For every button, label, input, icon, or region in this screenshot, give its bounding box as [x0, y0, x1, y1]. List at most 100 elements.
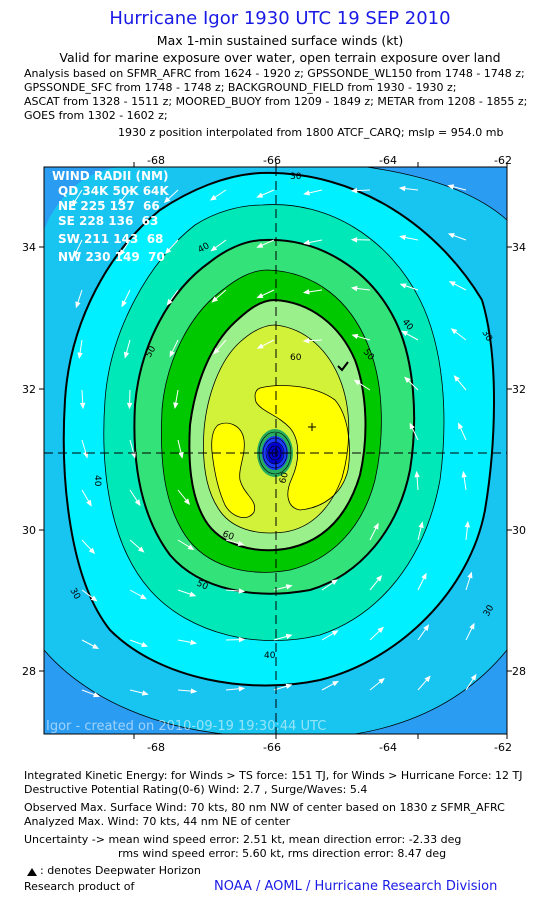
wind-arrow-head	[256, 192, 264, 198]
wind-arrow-head	[209, 194, 217, 201]
analysis-line-3: ASCAT from 1328 - 1511 z; MOORED_BUOY fr…	[24, 95, 528, 108]
lat-tick-left: 28	[22, 665, 36, 678]
wind-barb-icon	[337, 361, 349, 372]
wind-arrow-head	[93, 692, 101, 698]
credit-link[interactable]: NOAA / AOML / Hurricane Research Divisio…	[214, 879, 498, 894]
wind-radii-header: QD 34K 50K 64K	[58, 184, 169, 198]
wind-arrow-head	[458, 422, 464, 430]
wind-arrow-head	[447, 184, 455, 190]
contour-label: 60	[221, 529, 235, 542]
wind-arrow-head	[461, 470, 467, 478]
wind-arrow-head	[285, 633, 293, 640]
wind-arrow-head	[164, 247, 172, 255]
analysis-line-4: GOES from 1302 - 1602 z;	[24, 109, 168, 122]
wind-arrow-head	[470, 673, 477, 681]
wind-arrow-head	[71, 199, 78, 207]
wind-arrow-head	[190, 639, 197, 645]
wind-arrow-head	[447, 233, 455, 239]
wind-arrow-head	[137, 546, 145, 553]
wind-arrow-head	[238, 636, 246, 643]
contour-label: 30	[290, 172, 302, 182]
wind-arrow-head	[421, 572, 427, 580]
wind-arrow-head	[86, 499, 92, 507]
wind-arrow-head	[73, 250, 79, 258]
wind-arrow-head	[418, 521, 424, 529]
wind-arrow-head	[163, 196, 171, 204]
contour-label: 40	[92, 475, 102, 487]
lat-tick-left: 32	[22, 383, 36, 396]
wind-arrow-head	[121, 300, 127, 308]
contour-label: 60	[290, 353, 302, 363]
wind-arrow-head	[414, 470, 420, 478]
wind-arrow-head	[401, 330, 409, 337]
wind-arrow-head	[303, 190, 311, 196]
wind-arrow-head	[119, 249, 126, 257]
wind-arrow-head	[126, 402, 133, 410]
wind-arrow-head	[404, 376, 411, 383]
wind-arrow-head	[211, 296, 219, 303]
center-crosshair	[44, 167, 507, 734]
wind-arrow-head	[331, 579, 338, 586]
wind-arrow-head	[453, 375, 460, 382]
wind-arrow-head	[189, 591, 197, 597]
wind-arrow-head	[213, 347, 220, 355]
wind-arrow-head	[467, 571, 473, 579]
wind-arrow-head	[285, 584, 293, 590]
wind-arrow-head	[303, 239, 310, 246]
wind-arrow-head	[424, 675, 431, 683]
lon-tick-top: -62	[494, 154, 512, 167]
wind-arrow-head	[302, 289, 310, 295]
wind-arrow-head	[448, 281, 456, 287]
wind-radii-row-nw: NW 230 149 70	[58, 250, 165, 264]
wind-arrow-head	[256, 242, 264, 248]
wind-arrow-head	[469, 622, 475, 630]
wind-arrow-head	[123, 351, 130, 359]
wind-arrow-head	[373, 522, 379, 530]
wind-arrow-head	[399, 234, 406, 241]
wind-arrow-head	[331, 630, 339, 636]
contour-labels: 30 40 50 60 30 40 50 60 30 40 50 60 40 3…	[67, 172, 496, 661]
longitude-labels: -68 -66 -64 -62 -68 -66 -64 -62	[147, 154, 512, 754]
analysis-line-1: Analysis based on SFMR_AFRC from 1624 - …	[24, 67, 525, 80]
wind-arrow-head	[332, 680, 339, 687]
wind-arrow-head	[464, 520, 471, 528]
contour-label: 50	[195, 579, 210, 593]
observed-max-line: Observed Max. Surface Wind: 70 kts, 80 n…	[24, 801, 505, 814]
isotach-lines	[44, 167, 507, 734]
lon-tick-bottom: -68	[147, 741, 165, 754]
latitude-labels: 34 32 30 28 34 32 30 28	[22, 241, 526, 678]
wind-arrow-head	[83, 451, 89, 459]
lat-tick-left: 30	[22, 524, 36, 537]
wind-arrow-head	[256, 292, 264, 299]
wind-arrow-head	[169, 350, 175, 358]
lon-tick-top: -66	[263, 154, 281, 167]
wind-arrow-head	[350, 237, 358, 243]
lon-tick-top: -68	[147, 154, 165, 167]
contour-70kt-north	[255, 385, 350, 510]
wind-arrow-head	[238, 686, 246, 692]
lat-tick-right: 32	[512, 383, 526, 396]
wind-arrow-head	[117, 198, 124, 205]
wind-arrow-head	[377, 626, 384, 634]
wind-arrow-head	[302, 338, 310, 344]
wind-arrow-head	[210, 245, 218, 252]
wind-arrow-head	[353, 379, 361, 386]
validity-note: Valid for marine exposure over water, op…	[59, 50, 501, 65]
lat-tick-left: 34	[22, 241, 36, 254]
wind-arrow-head	[350, 285, 358, 292]
wind-arrow-head	[423, 624, 430, 632]
map-subtitle: Max 1-min sustained surface winds (kt)	[156, 33, 404, 48]
wind-arrow-head	[79, 402, 86, 410]
dpr-line: Destructive Potential Rating(0-6) Wind: …	[24, 783, 368, 796]
creation-watermark: Igor - created on 2010-09-19 19:30:44 UT…	[46, 719, 326, 734]
wind-arrow-head	[183, 498, 191, 506]
wind-arrow-head	[450, 328, 458, 335]
wind-arrow-head	[398, 185, 406, 192]
wind-arrow-head	[92, 643, 100, 649]
lon-tick-bottom: -66	[263, 741, 281, 754]
ike-line: Integrated Kinetic Energy: for Winds > T…	[24, 769, 523, 782]
analysis-line-2: GPSSONDE_SFC from 1748 - 1748 z; BACKGRO…	[24, 81, 457, 94]
wind-arrow-head	[141, 641, 149, 647]
wind-arrow-head	[90, 595, 98, 602]
wind-field-map: 30 40 50 60 30 40 50 60 30 40 50 60 40 3…	[22, 154, 526, 754]
